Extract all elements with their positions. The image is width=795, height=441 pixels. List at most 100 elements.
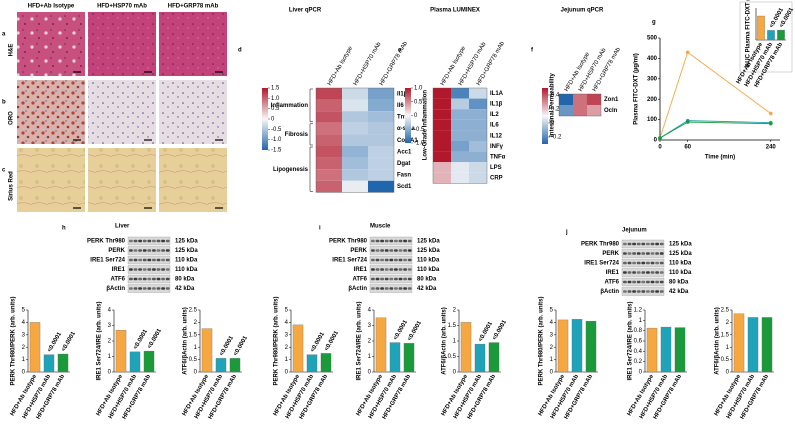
y-tick-label: 1 <box>194 345 198 351</box>
blot-band <box>384 268 389 271</box>
heatmap-cell <box>469 98 487 110</box>
blot-band <box>156 277 161 281</box>
row-label: Tnfα <box>397 115 410 121</box>
blot-band <box>142 239 147 243</box>
blot-band <box>636 252 641 255</box>
blot-band <box>636 261 641 265</box>
y-axis-label: ATF6/βActin (arb. units) <box>442 307 448 375</box>
blot-size: 110 kDa <box>669 261 692 267</box>
blot-band <box>398 239 403 243</box>
colorbar-tick-label: 1.0 <box>271 96 280 102</box>
heatmap-cell <box>573 105 587 116</box>
colorbar-tick-label: 0.2 <box>551 107 560 113</box>
blot-band <box>165 268 170 271</box>
heatmap-cell <box>316 122 342 135</box>
blot-band <box>165 287 170 290</box>
y-tick-label: 1 <box>550 357 554 363</box>
heatmap-cell <box>469 172 487 184</box>
heatmap-cell <box>433 141 451 152</box>
blot-band <box>133 239 138 243</box>
blot-band <box>398 287 403 290</box>
y-tick-label: 3 <box>22 332 26 338</box>
blot-band <box>142 258 147 262</box>
blot-band <box>655 252 659 255</box>
y-tick-label: 2 <box>108 339 112 345</box>
blot-size: 125 kDa <box>669 242 692 248</box>
blot-label: IRE1 Ser724 <box>90 258 125 264</box>
blot-band <box>147 277 152 281</box>
heatmap-cell <box>342 180 368 193</box>
y-tick-label: 0 <box>22 370 26 376</box>
blot-size: 125 kDa <box>175 248 198 254</box>
y-tick-label: 4 <box>108 308 112 314</box>
y-axis-label: IRE1 Ser724/IRE (arb. units) <box>97 301 103 380</box>
blot-band <box>646 261 650 265</box>
column-label: HFD+Ab Isotype <box>28 4 75 10</box>
blot-band <box>650 252 655 255</box>
p-value: <0.0001 <box>61 330 77 353</box>
y-tick-label: 1 <box>285 357 289 363</box>
y-tick-label: 0 <box>368 370 372 376</box>
p-value: <0.0001 <box>492 319 508 342</box>
blot-label: PERK <box>350 248 367 254</box>
y-tick-label: 4 <box>22 320 26 326</box>
row-label: Scd1 <box>397 184 412 190</box>
blot-band <box>389 258 394 262</box>
blot-band <box>161 239 165 243</box>
bar <box>57 353 69 373</box>
blot-band <box>641 290 646 293</box>
y-tick-label: 500 <box>647 36 658 42</box>
blot-band <box>632 252 636 255</box>
histology-image <box>88 80 156 144</box>
data-point <box>768 111 773 116</box>
blot-size: 110 kDa <box>175 267 198 273</box>
bar <box>389 342 401 373</box>
blot-label: IRE1 <box>354 267 368 273</box>
bar <box>229 358 241 373</box>
blot-label: PERK <box>602 251 619 257</box>
blot-band <box>129 287 133 290</box>
y-tick-label: 0 <box>654 138 658 144</box>
heatmap-cell <box>433 172 451 184</box>
panel-title: Liver qPCR <box>289 8 322 14</box>
blot-band <box>659 261 664 265</box>
blot-band <box>380 258 384 262</box>
blot-band <box>375 277 380 281</box>
row-label: Zon1 <box>604 97 619 103</box>
y-tick-label: 1 <box>108 354 112 360</box>
blot-band <box>165 258 170 262</box>
heatmap-cell <box>368 99 394 112</box>
blot-label: ATF6 <box>352 277 367 283</box>
heatmap-cell <box>433 151 451 163</box>
blot-band <box>403 258 407 262</box>
blot-band <box>398 277 403 281</box>
colorbar-tick-label: -1.5 <box>271 148 282 154</box>
histology-image <box>159 12 227 76</box>
y-tick-label: 0.5 <box>189 357 198 363</box>
y-tick-label: 0 <box>639 370 643 376</box>
blot-band <box>394 249 398 252</box>
blot-band <box>632 280 636 284</box>
blot-band <box>147 258 152 262</box>
y-tick-label: 300 <box>647 76 658 82</box>
blot-band <box>394 268 398 271</box>
blot-label: PERK Thr980 <box>329 239 368 245</box>
blot-band <box>375 239 380 243</box>
y-tick-label: 0 <box>194 370 198 376</box>
blot-band <box>371 239 375 243</box>
bar <box>747 317 759 373</box>
heatmap-cell <box>316 88 342 100</box>
x-tick-label: 240 <box>766 145 777 151</box>
y-tick-label: 3 <box>108 323 112 329</box>
column-label: HFD+HSP70 mAb <box>353 41 383 87</box>
y-tick-label: 1.5 <box>721 332 730 338</box>
x-tick-label: 60 <box>684 145 691 151</box>
blot-size: 110 kDa <box>417 267 440 273</box>
section-title: Jejunum <box>622 228 647 234</box>
blot-band <box>129 258 133 262</box>
bar <box>488 342 500 373</box>
blot-band <box>389 239 394 243</box>
p-value: <0.0001 <box>147 327 163 350</box>
colorbar-tick-label: 0.4 <box>551 93 560 99</box>
bar <box>292 324 304 373</box>
